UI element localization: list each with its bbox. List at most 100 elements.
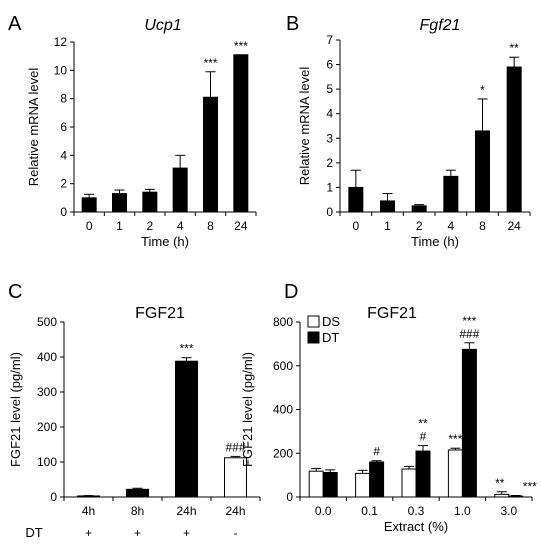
x-tick-label: 8 xyxy=(479,219,486,233)
bar xyxy=(348,186,364,213)
y-tick-label: 0 xyxy=(286,490,293,504)
x-tick-label: 1 xyxy=(116,219,123,233)
y-tick-label: 200 xyxy=(37,420,57,434)
x-tick-label: 2 xyxy=(416,219,423,233)
y-axis-label: Relative mRNA level xyxy=(297,67,312,186)
bar-dt xyxy=(369,461,385,498)
bar-dt xyxy=(508,495,524,498)
x-tick-label: 0.3 xyxy=(408,504,425,518)
y-tick-label: 6 xyxy=(326,58,333,72)
y-axis-label: FGF21 level (pg/ml) xyxy=(8,352,23,467)
bar-ds xyxy=(355,472,371,498)
bar xyxy=(380,200,395,213)
x-tick-label: 24h xyxy=(176,504,196,518)
row-value: - xyxy=(234,526,238,540)
panel-letter: C xyxy=(8,281,22,303)
significance-label: ** xyxy=(418,417,428,431)
y-axis-label: Relative mRNA level xyxy=(26,68,41,187)
chart-title: Fgf21 xyxy=(420,17,461,34)
y-tick-label: 1 xyxy=(326,180,333,194)
y-tick-label: 0 xyxy=(326,205,333,219)
panel-letter: A xyxy=(8,13,22,35)
x-tick-label: 24h xyxy=(225,504,245,518)
bar xyxy=(172,167,188,213)
x-tick-label: 0 xyxy=(86,219,93,233)
y-tick-label: 500 xyxy=(37,315,57,329)
row-value: + xyxy=(183,526,190,540)
bar xyxy=(203,96,218,213)
bar-ds xyxy=(494,493,510,498)
x-tick-label: 3.0 xyxy=(500,504,517,518)
x-tick-label: 2 xyxy=(146,219,153,233)
significance-label: *** xyxy=(234,39,248,53)
bar-ds xyxy=(308,470,324,498)
bar xyxy=(506,66,522,213)
bar-dt xyxy=(415,450,431,498)
row-label: DT xyxy=(25,525,42,540)
significance-label: ### xyxy=(225,440,245,454)
significance-label: *** xyxy=(203,56,217,70)
bar xyxy=(77,495,100,498)
bar-dt xyxy=(461,348,477,498)
y-tick-label: 2 xyxy=(60,177,67,191)
panel-letter: B xyxy=(286,13,299,35)
x-tick-label: 24 xyxy=(234,219,248,233)
y-tick-label: 12 xyxy=(54,35,68,49)
x-tick-label: 4 xyxy=(447,219,454,233)
y-tick-label: 7 xyxy=(326,33,333,47)
x-tick-label: 8 xyxy=(207,219,214,233)
significance-label: # xyxy=(420,430,427,444)
y-tick-label: 4 xyxy=(326,107,333,121)
x-tick-label: 4 xyxy=(177,219,184,233)
significance-label: * xyxy=(480,83,485,97)
y-tick-label: 2 xyxy=(326,156,333,170)
x-tick-label: 1 xyxy=(384,219,391,233)
bar xyxy=(233,54,249,213)
y-tick-label: 400 xyxy=(37,350,57,364)
x-tick-label: 24 xyxy=(507,219,521,233)
bar xyxy=(126,488,149,498)
significance-label: *** xyxy=(523,479,537,493)
x-tick-label: 0.1 xyxy=(361,504,378,518)
x-tick-label: 0.0 xyxy=(315,504,332,518)
bar xyxy=(411,205,427,213)
chart-title: Ucp1 xyxy=(144,17,181,34)
x-axis-label: Time (h) xyxy=(411,234,459,249)
bar xyxy=(142,191,158,213)
chart-title: FGF21 xyxy=(135,305,185,322)
chart-title: FGF21 xyxy=(367,305,417,322)
y-tick-label: 300 xyxy=(37,385,57,399)
significance-label: *** xyxy=(462,314,476,328)
legend-swatch-dt xyxy=(307,331,320,344)
bar xyxy=(81,197,97,213)
significance-label: # xyxy=(373,445,380,459)
y-tick-label: 800 xyxy=(273,315,293,329)
x-axis-label: Time (h) xyxy=(141,234,189,249)
legend-swatch-ds xyxy=(307,315,320,328)
y-tick-label: 8 xyxy=(60,92,67,106)
y-tick-label: 5 xyxy=(326,82,333,96)
y-axis-label: FGF21 level (pg/ml) xyxy=(240,352,255,467)
y-tick-label: 600 xyxy=(273,359,293,373)
y-tick-label: 3 xyxy=(326,131,333,145)
y-tick-label: 100 xyxy=(37,455,57,469)
bar-ds xyxy=(447,449,463,498)
legend-label: DS xyxy=(322,314,340,329)
bar xyxy=(175,360,198,498)
x-tick-label: 0 xyxy=(352,219,359,233)
x-tick-label: 4h xyxy=(82,504,95,518)
significance-label: *** xyxy=(448,432,462,446)
bar xyxy=(112,193,127,213)
x-tick-label: 8h xyxy=(131,504,144,518)
significance-label: *** xyxy=(179,342,193,356)
bar xyxy=(475,130,490,213)
bar-dt xyxy=(322,472,338,498)
significance-label: ### xyxy=(459,327,479,341)
significance-label: ** xyxy=(495,476,505,490)
x-axis-label: Extract (%) xyxy=(384,519,448,534)
y-tick-label: 400 xyxy=(273,403,293,417)
row-value: + xyxy=(85,526,92,540)
y-tick-label: 10 xyxy=(54,63,68,77)
row-value: + xyxy=(134,526,141,540)
